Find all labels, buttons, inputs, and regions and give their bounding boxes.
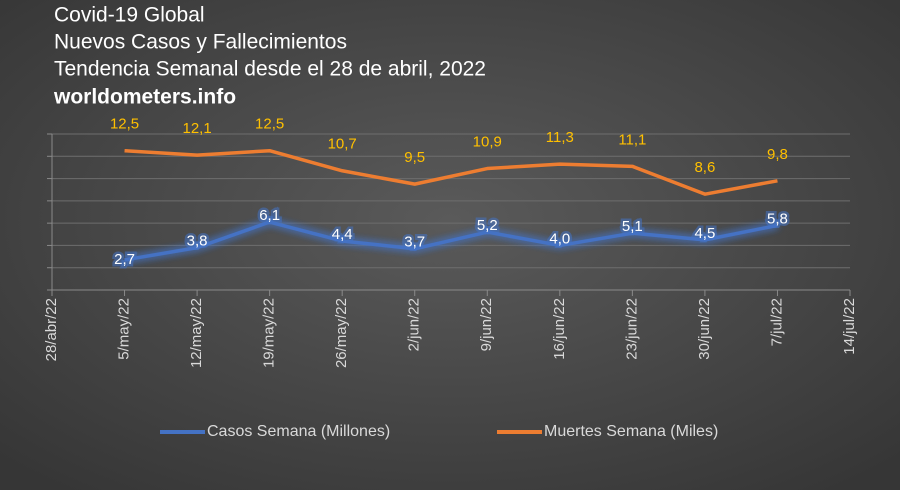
data-label: 9,5 bbox=[404, 149, 425, 166]
data-label: 2,7 bbox=[114, 251, 135, 268]
title-line: Covid-19 Global bbox=[54, 4, 205, 27]
data-label: 10,7 bbox=[328, 136, 357, 153]
data-label: 4,4 bbox=[332, 226, 353, 243]
series-line bbox=[124, 220, 778, 262]
x-tick-label: 7/jul/22 bbox=[768, 298, 785, 346]
data-label: 3,8 bbox=[187, 233, 208, 250]
data-label: 5,1 bbox=[622, 218, 643, 235]
data-label: 10,9 bbox=[473, 134, 502, 151]
data-label: 11,3 bbox=[546, 129, 574, 146]
title-line: Tendencia Semanal desde el 28 de abril, … bbox=[54, 58, 486, 81]
x-tick-label: 2/jun/22 bbox=[406, 298, 423, 351]
data-label: 4,5 bbox=[694, 225, 715, 242]
x-tick-label: 12/may/22 bbox=[188, 298, 205, 368]
legend-label: Muertes Semana (Miles) bbox=[544, 423, 718, 440]
x-tick-label: 19/may/22 bbox=[261, 298, 278, 368]
data-label: 12,1 bbox=[182, 120, 211, 137]
data-label: 4,0 bbox=[549, 230, 570, 247]
series-line bbox=[124, 148, 778, 196]
data-label: 12,5 bbox=[255, 116, 284, 133]
data-label: 5,2 bbox=[477, 217, 498, 234]
data-label: 6,1 bbox=[259, 207, 280, 224]
x-tick-label: 26/may/22 bbox=[333, 298, 350, 368]
data-label: 9,8 bbox=[767, 146, 788, 163]
x-tick-label: 9/jun/22 bbox=[478, 298, 495, 351]
source: worldometers.info bbox=[53, 86, 236, 109]
legend-label: Casos Semana (Millones) bbox=[207, 423, 390, 440]
x-tick-label: 30/jun/22 bbox=[696, 298, 713, 360]
data-label: 5,8 bbox=[767, 210, 788, 227]
x-tick-label: 16/jun/22 bbox=[551, 298, 568, 360]
data-label: 12,5 bbox=[110, 116, 139, 133]
x-tick-label: 5/may/22 bbox=[116, 298, 133, 360]
x-tick-label: 28/abr/22 bbox=[43, 298, 60, 361]
data-label: 11,1 bbox=[618, 131, 646, 148]
x-tick-label: 14/jul/22 bbox=[841, 298, 858, 355]
title-line: Nuevos Casos y Fallecimientos bbox=[54, 31, 347, 54]
data-label: 3,7 bbox=[404, 234, 425, 251]
data-label: 8,6 bbox=[694, 159, 715, 176]
x-tick-label: 23/jun/22 bbox=[623, 298, 640, 360]
